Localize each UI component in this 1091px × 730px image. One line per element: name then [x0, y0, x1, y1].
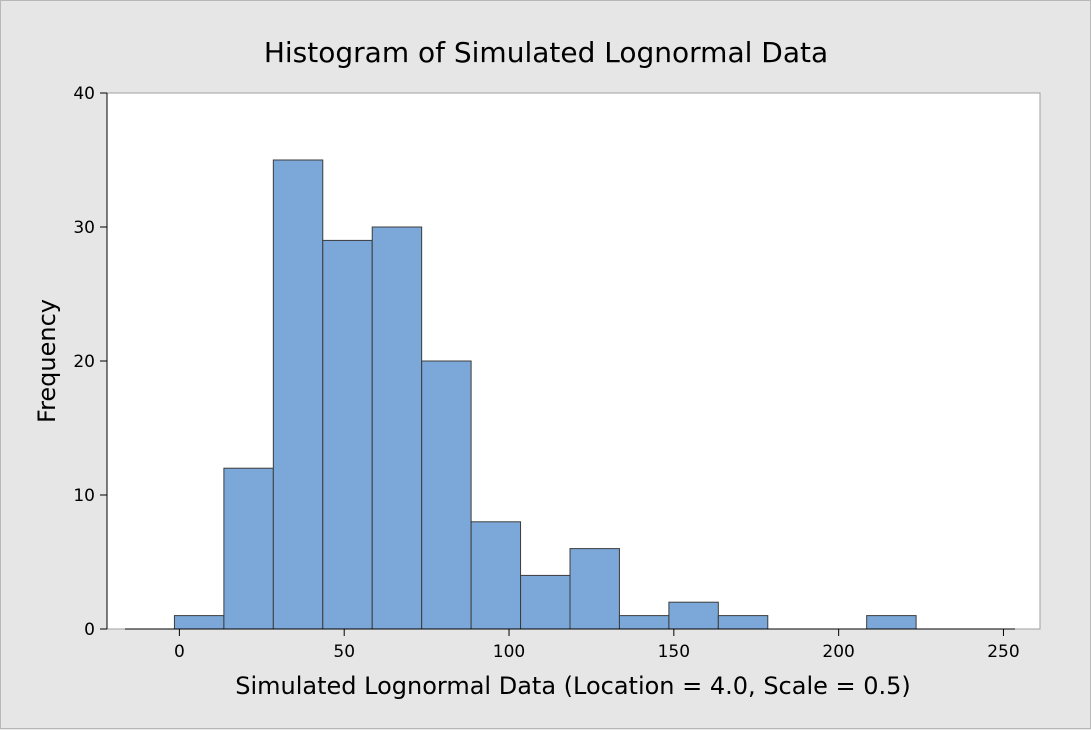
histogram-bar	[223, 467, 274, 630]
x-tick-label: 100	[493, 642, 525, 662]
histogram-bar	[618, 615, 670, 630]
y-axis: 0 10 20 30 40	[73, 84, 108, 640]
histogram-bar	[569, 548, 620, 630]
histogram-bar	[866, 615, 917, 630]
histogram-bar	[322, 239, 373, 630]
y-tick-label: 40	[73, 84, 95, 104]
histogram-bar	[717, 615, 769, 630]
x-tick-label: 50	[333, 642, 355, 662]
x-tick-label: 150	[658, 642, 690, 662]
bars-group	[173, 159, 917, 630]
y-tick-label: 20	[73, 352, 95, 372]
histogram-bar	[173, 615, 225, 630]
chart-title: Histogram of Simulated Lognormal Data	[264, 36, 828, 69]
x-tick-label: 0	[174, 642, 185, 662]
histogram-bar	[421, 360, 472, 630]
histogram-bar	[668, 601, 719, 630]
y-tick-label: 30	[73, 218, 95, 238]
x-axis-title: Simulated Lognormal Data (Location = 4.0…	[235, 672, 911, 700]
y-axis-title: Frequency	[33, 299, 61, 423]
x-axis: 0 50 100 150 200 250	[125, 628, 1020, 662]
x-tick-label: 250	[987, 642, 1019, 662]
histogram-bar	[272, 159, 324, 630]
histogram-bar	[520, 574, 571, 630]
histogram-bar	[470, 521, 522, 630]
x-tick-label: 200	[822, 642, 854, 662]
histogram-bar	[371, 226, 423, 630]
y-tick-label: 0	[84, 620, 95, 640]
y-tick-label: 10	[73, 486, 95, 506]
